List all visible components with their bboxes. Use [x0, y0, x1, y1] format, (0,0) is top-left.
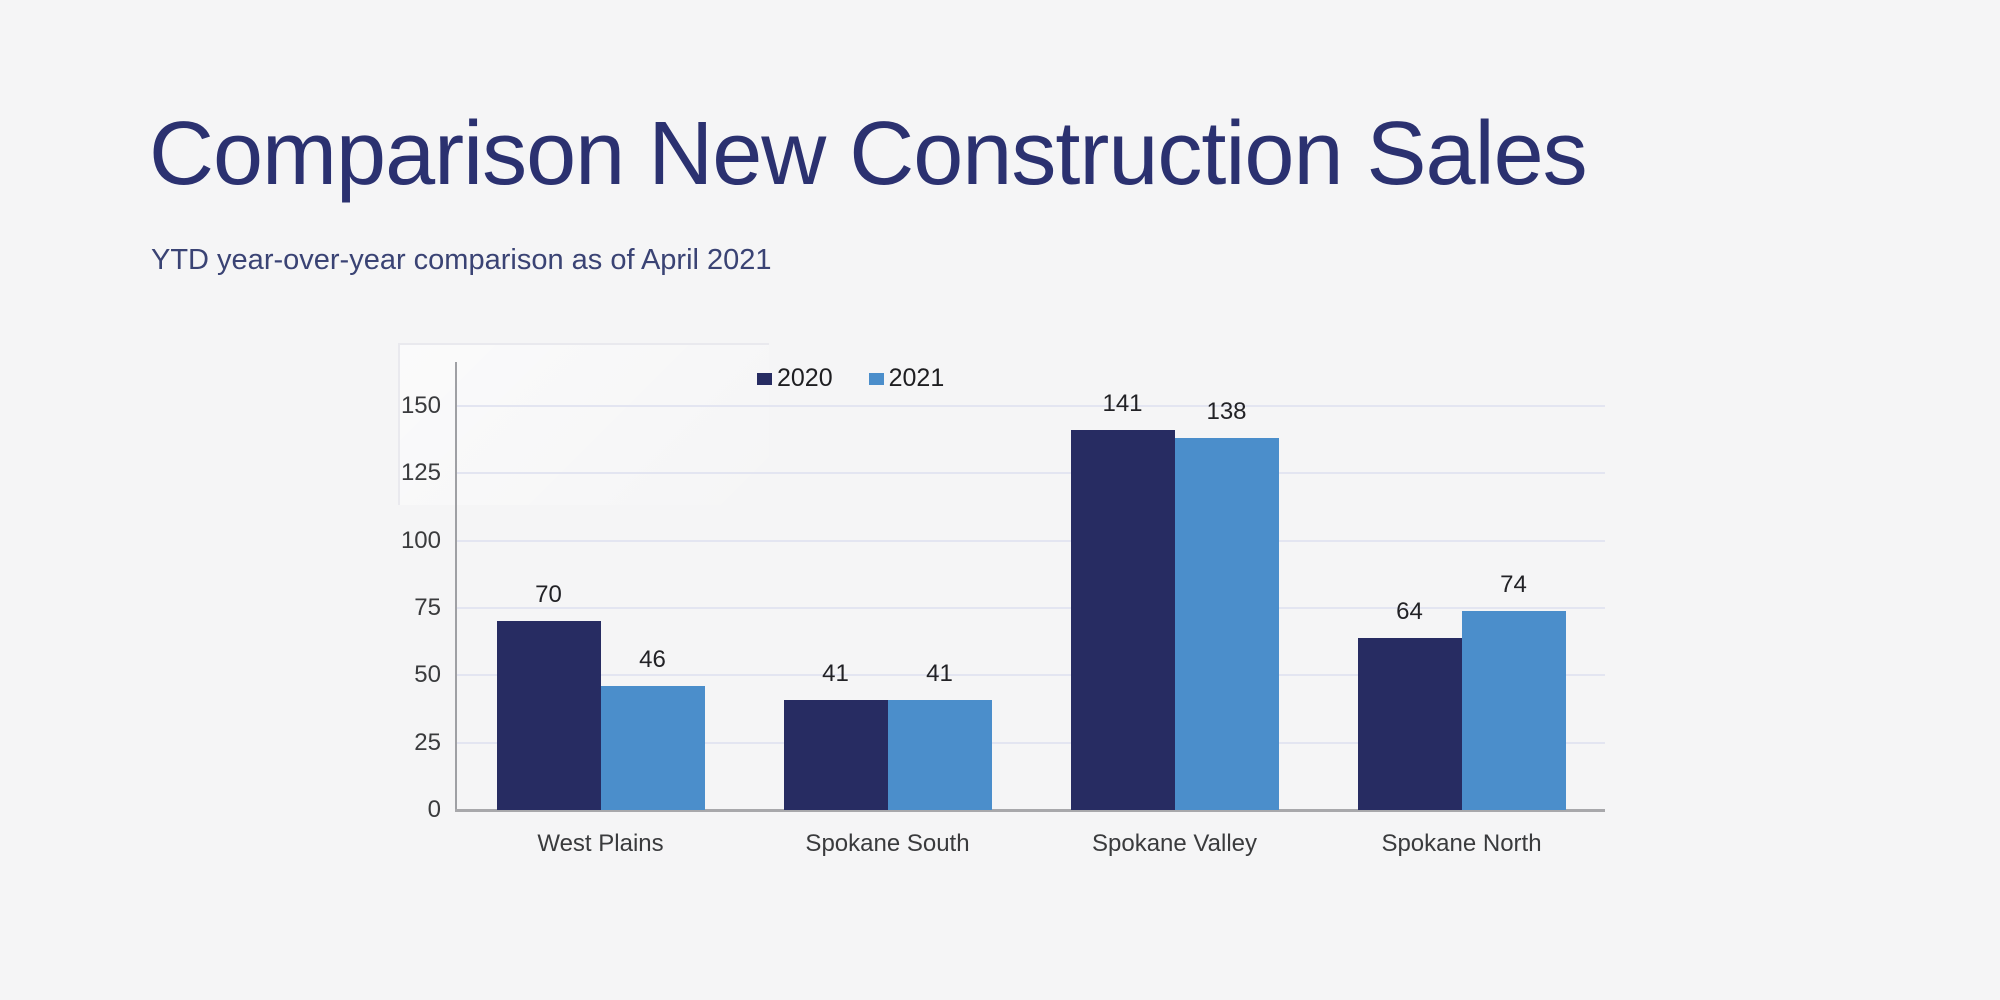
legend-item-2020: 2020 [757, 364, 833, 393]
y-axis-line [455, 362, 457, 810]
y-tick-label: 125 [400, 459, 441, 487]
gridline-50 [457, 674, 1605, 677]
legend-label-2021: 2021 [888, 364, 945, 392]
y-tick-label: 150 [400, 392, 441, 419]
chart-legend: 2020 2021 [757, 364, 944, 393]
x-category-label-spokane-south: Spokane South [805, 830, 970, 857]
legend-swatch-2021 [868, 372, 884, 385]
y-tick-label: 25 [414, 728, 441, 756]
bar-2021-west-plains [600, 686, 705, 810]
y-tick-label: 100 [400, 526, 441, 554]
value-label-2020-spokane-north: 64 [1396, 598, 1423, 625]
page-subtitle: YTD year-over-year comparison as of Apri… [151, 244, 772, 276]
value-label-2021-spokane-south: 41 [926, 660, 953, 687]
value-label-2020-west-plains: 70 [535, 581, 562, 608]
bar-2020-spokane-south [783, 700, 888, 810]
gridline-125 [457, 472, 1605, 475]
value-label-2021-west-plains: 46 [639, 646, 666, 673]
x-category-label-spokane-valley: Spokane Valley [1092, 830, 1257, 857]
y-tick-label: 75 [414, 594, 441, 621]
bar-2020-west-plains [496, 621, 601, 810]
bar-2021-spokane-south [887, 700, 992, 810]
bar-2021-spokane-valley [1174, 438, 1279, 810]
y-tick-label: 50 [414, 661, 441, 689]
page-title: Comparison New Construction Sales [149, 104, 1588, 204]
bar-2021-spokane-north [1461, 611, 1566, 810]
value-label-2020-spokane-south: 41 [822, 660, 849, 687]
bar-2020-spokane-valley [1070, 430, 1175, 810]
value-label-2020-spokane-valley: 141 [1102, 390, 1143, 417]
legend-label-2020: 2020 [777, 364, 833, 392]
gridline-150 [457, 405, 1605, 407]
background-panel [398, 343, 769, 505]
y-tick-label: 0 [427, 796, 441, 823]
x-axis-line [455, 809, 1605, 812]
bar-2020-spokane-north [1357, 638, 1462, 810]
gridline-100 [457, 539, 1605, 542]
gridline-75 [457, 607, 1605, 609]
x-category-label-west-plains: West Plains [537, 830, 664, 857]
legend-item-2021: 2021 [868, 364, 945, 393]
value-label-2021-spokane-valley: 138 [1206, 398, 1247, 425]
gridline-25 [457, 741, 1605, 744]
legend-swatch-2020 [757, 372, 772, 385]
value-label-2021-spokane-north: 74 [1500, 571, 1527, 598]
x-category-label-spokane-north: Spokane North [1381, 830, 1542, 857]
